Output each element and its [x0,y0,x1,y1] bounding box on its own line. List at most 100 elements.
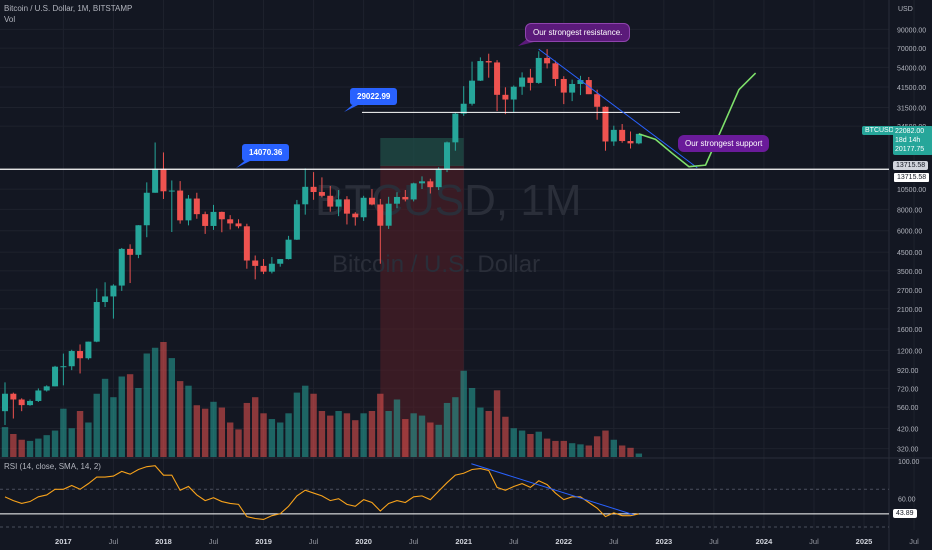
time-tick-label: 2017 [55,537,72,546]
resistance-callout[interactable]: Our strongest resistance. [525,23,631,42]
candle-body [460,103,467,114]
volume-bar [60,408,67,457]
candle-body [102,296,109,303]
volume-bar [151,347,159,457]
volume-bar [618,445,626,457]
volume-bar [35,438,42,457]
volume-bar [135,388,142,457]
time-tick-label: 2020 [355,537,372,546]
price-tick-label: 720.00 [897,386,919,393]
volume-bar [93,393,100,457]
candle-body [202,214,209,226]
currency-label: USD [898,6,913,13]
candle-body [285,239,292,260]
volume-bar [352,420,359,457]
candle-body [419,181,425,184]
candle-body [577,80,584,84]
candle-body [569,83,576,93]
volume-bar [518,430,526,457]
time-axis[interactable]: 2017 Jul 2018 Jul 2019 Jul 2020 Jul 2021 Jul 2022 J… [55,537,932,546]
price-tick-label: 560.00 [897,405,919,412]
price-tick-label: 8000.00 [897,207,922,214]
candle-body [552,63,559,79]
price-tick-label: 41500.00 [897,85,926,92]
volume-bar [1,427,9,457]
volume-bar [185,385,192,457]
candle-body [277,259,284,264]
volume-bar [627,447,634,457]
candle-body [427,181,434,188]
price-tick-label: 90000.00 [897,27,926,34]
candle-body [2,393,8,412]
time-tick-label: 2022 [555,537,572,546]
level-callout-high[interactable]: 29022.99 [350,88,398,105]
volume-bar [243,402,251,457]
shaded-range-top [380,138,464,166]
volume-bar [168,358,175,457]
candle-body [410,183,417,200]
candle-body [610,129,617,142]
volume-bar [510,428,517,457]
volume-bar [460,370,467,457]
volume-bar [452,397,459,457]
volume-bar [43,435,50,457]
candle-body [185,198,192,221]
candle-body [594,94,601,107]
candle-body [393,196,400,204]
volume-bar [368,411,376,457]
volume-bar [377,393,384,457]
volume-bar [235,429,242,457]
candle-body [485,61,492,63]
time-tick-label: Jul [109,537,119,546]
volume-bar [493,390,501,457]
volume-bar [585,445,592,457]
volume-bar [76,411,84,457]
price-tick-label: 2100.00 [897,307,922,314]
volume-bar [527,434,534,457]
volume-bar [68,428,75,457]
candle-body [619,129,626,142]
volume-bar [252,397,259,457]
candle-body [93,302,100,342]
candle-body [527,77,534,83]
candle-body [10,393,17,400]
chart-title: Bitcoin / U.S. Dollar, 1M, BITSTAMP [4,4,133,13]
candle-body [444,142,451,169]
resistance-trendline [538,48,698,169]
candle-body [35,390,42,401]
volume-bar [126,374,134,457]
candle-body [143,192,150,226]
candle-body [510,86,517,100]
volume-bar [193,405,201,457]
volume-bar [85,422,92,457]
candle-body [494,62,501,95]
rsi-value-tag: 43.89 [893,509,917,518]
volume-bar [435,424,442,457]
volume-bar [18,439,25,457]
candle-body [635,133,642,144]
level-callout-low[interactable]: 14070.36 [242,144,290,161]
candle-body [268,263,275,272]
volume-bars [1,342,643,457]
rsi-tick-label: 100.00 [898,459,920,466]
rsi-trendline [471,463,634,516]
price-axis[interactable]: 90000.00 70000.00 54000.00 41500.00 31500.00… [897,27,926,453]
bar-countdown: 18d 14h [895,137,921,144]
candle-body [544,57,551,64]
price-tick-label: 6000.00 [897,229,922,236]
candle-body [77,351,84,359]
time-tick-label: Jul [609,537,619,546]
candle-body [52,366,59,387]
candle-body [535,57,542,83]
volume-bar [327,415,334,457]
rsi-title: RSI (14, close, SMA, 14, 2) [4,462,101,471]
candle-body [85,341,92,359]
candle-body [335,199,342,207]
support-callout[interactable]: Our strongest support [678,135,770,152]
candle-body [160,168,167,192]
current-price-box: 22082.00 18d 14h 20177.75 [893,126,932,155]
time-tick-label: Jul [509,537,519,546]
candle-body [260,265,267,272]
time-tick-label: 2025 [856,537,873,546]
